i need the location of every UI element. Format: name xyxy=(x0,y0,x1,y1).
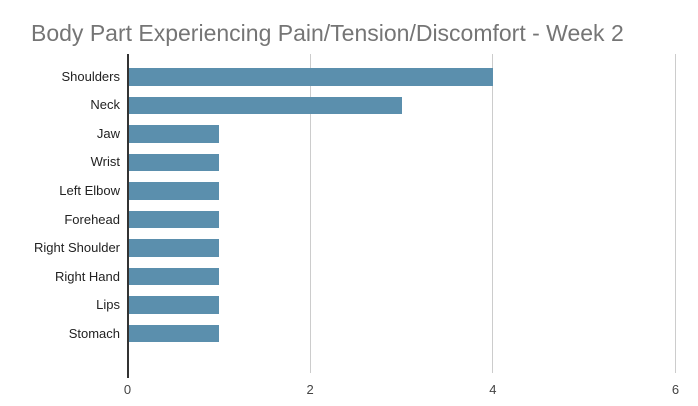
category-label-left-elbow: Left Elbow xyxy=(59,182,120,198)
bar-right-shoulder xyxy=(128,239,219,257)
category-label-shoulders: Shoulders xyxy=(61,68,120,84)
bar-jaw xyxy=(128,125,219,143)
x-tick-label-2: 2 xyxy=(306,382,314,397)
category-label-stomach: Stomach xyxy=(68,325,120,341)
bar-shoulders xyxy=(128,68,493,86)
bar-neck xyxy=(128,96,402,115)
gridline-x-2 xyxy=(309,54,311,373)
chart-title: Body Part Experiencing Pain/Tension/Disc… xyxy=(31,20,624,46)
category-label-lips: Lips xyxy=(96,297,120,313)
x-tick-label-0: 0 xyxy=(123,382,132,397)
bar-right-hand xyxy=(128,267,219,286)
category-label-forehead: Forehead xyxy=(64,211,120,227)
category-label-jaw: Jaw xyxy=(96,125,120,141)
baseline-axis xyxy=(126,54,129,378)
bar-left-elbow xyxy=(128,182,219,200)
bar-stomach xyxy=(128,324,219,343)
x-tick-label-4: 4 xyxy=(489,382,497,397)
gridline-x-6 xyxy=(675,54,676,373)
category-label-right-shoulder: Right Shoulder xyxy=(34,240,120,256)
bar-forehead xyxy=(128,210,219,229)
bar-lips xyxy=(128,296,219,314)
gridline-x-4 xyxy=(492,54,494,373)
bar-wrist xyxy=(128,153,219,172)
category-label-right-hand: Right Hand xyxy=(54,268,120,284)
x-tick-label-6: 6 xyxy=(671,382,680,397)
category-label-neck: Neck xyxy=(90,97,120,113)
category-label-wrist: Wrist xyxy=(90,154,120,170)
